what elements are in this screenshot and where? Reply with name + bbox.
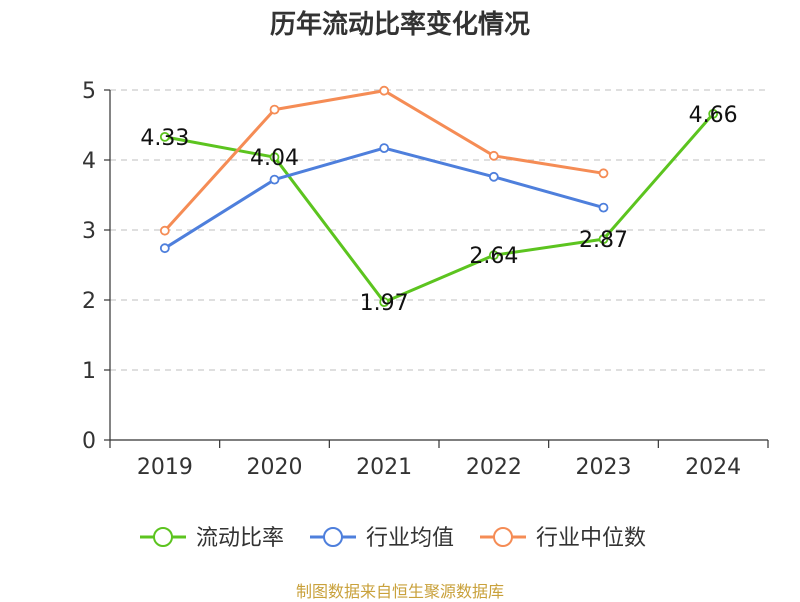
data-labels: 4.33 4.04 1.97 2.64 2.87 4.66 (140, 103, 737, 316)
y-tick-label: 2 (82, 289, 96, 314)
legend-marker (323, 527, 343, 547)
series-group (159, 85, 719, 308)
data-point (488, 171, 499, 182)
data-point (488, 150, 499, 161)
grid-lines (110, 89, 768, 371)
data-point (379, 85, 390, 96)
data-point (269, 174, 280, 185)
y-tick-label: 4 (82, 149, 96, 174)
data-point (159, 225, 170, 236)
y-tick-label: 5 (82, 79, 96, 104)
data-point (379, 297, 390, 308)
data-label: 2.64 (469, 244, 518, 269)
legend-label: 行业均值 (366, 526, 454, 551)
legend-marker (493, 527, 513, 547)
data-point (159, 131, 170, 142)
data-point (488, 250, 499, 261)
data-label: 1.97 (360, 291, 409, 316)
data-point (269, 104, 280, 115)
source-note: 制图数据来自恒生聚源数据库 (295, 582, 504, 601)
series-line (164, 112, 715, 304)
chart-title: 历年流动比率变化情况 (269, 10, 530, 40)
x-tick-label: 2024 (685, 455, 741, 480)
data-label: 4.33 (140, 126, 189, 151)
data-point (269, 152, 280, 163)
data-point (379, 143, 390, 154)
data-label: 2.87 (579, 228, 628, 253)
legend-item: 流动比率 (140, 526, 284, 551)
legend-label: 行业中位数 (536, 526, 646, 551)
data-point (598, 202, 609, 213)
data-point (159, 243, 170, 254)
legend-item: 行业均值 (310, 526, 454, 551)
legend: 流动比率 行业均值 行业中位数 (140, 526, 646, 551)
data-label: 4.66 (689, 103, 738, 128)
legend-item: 行业中位数 (480, 526, 646, 551)
axes: 0 1 2 3 4 5 2019 2020 2021 2022 2023 2024 (82, 79, 769, 480)
x-tick-label: 2019 (137, 455, 193, 480)
x-tick-label: 2023 (576, 455, 632, 480)
y-tick-label: 1 (82, 359, 96, 384)
data-point (708, 108, 719, 119)
legend-marker (153, 527, 173, 547)
x-tick-label: 2021 (356, 455, 412, 480)
legend-label: 流动比率 (196, 526, 284, 551)
series-line (163, 89, 604, 232)
y-tick-label: 0 (82, 429, 96, 454)
y-tick-label: 3 (82, 219, 96, 244)
data-point (598, 234, 609, 245)
data-label: 4.04 (250, 146, 299, 171)
x-tick-label: 2020 (247, 455, 303, 480)
x-tick-label: 2022 (466, 455, 522, 480)
data-point (598, 168, 609, 179)
